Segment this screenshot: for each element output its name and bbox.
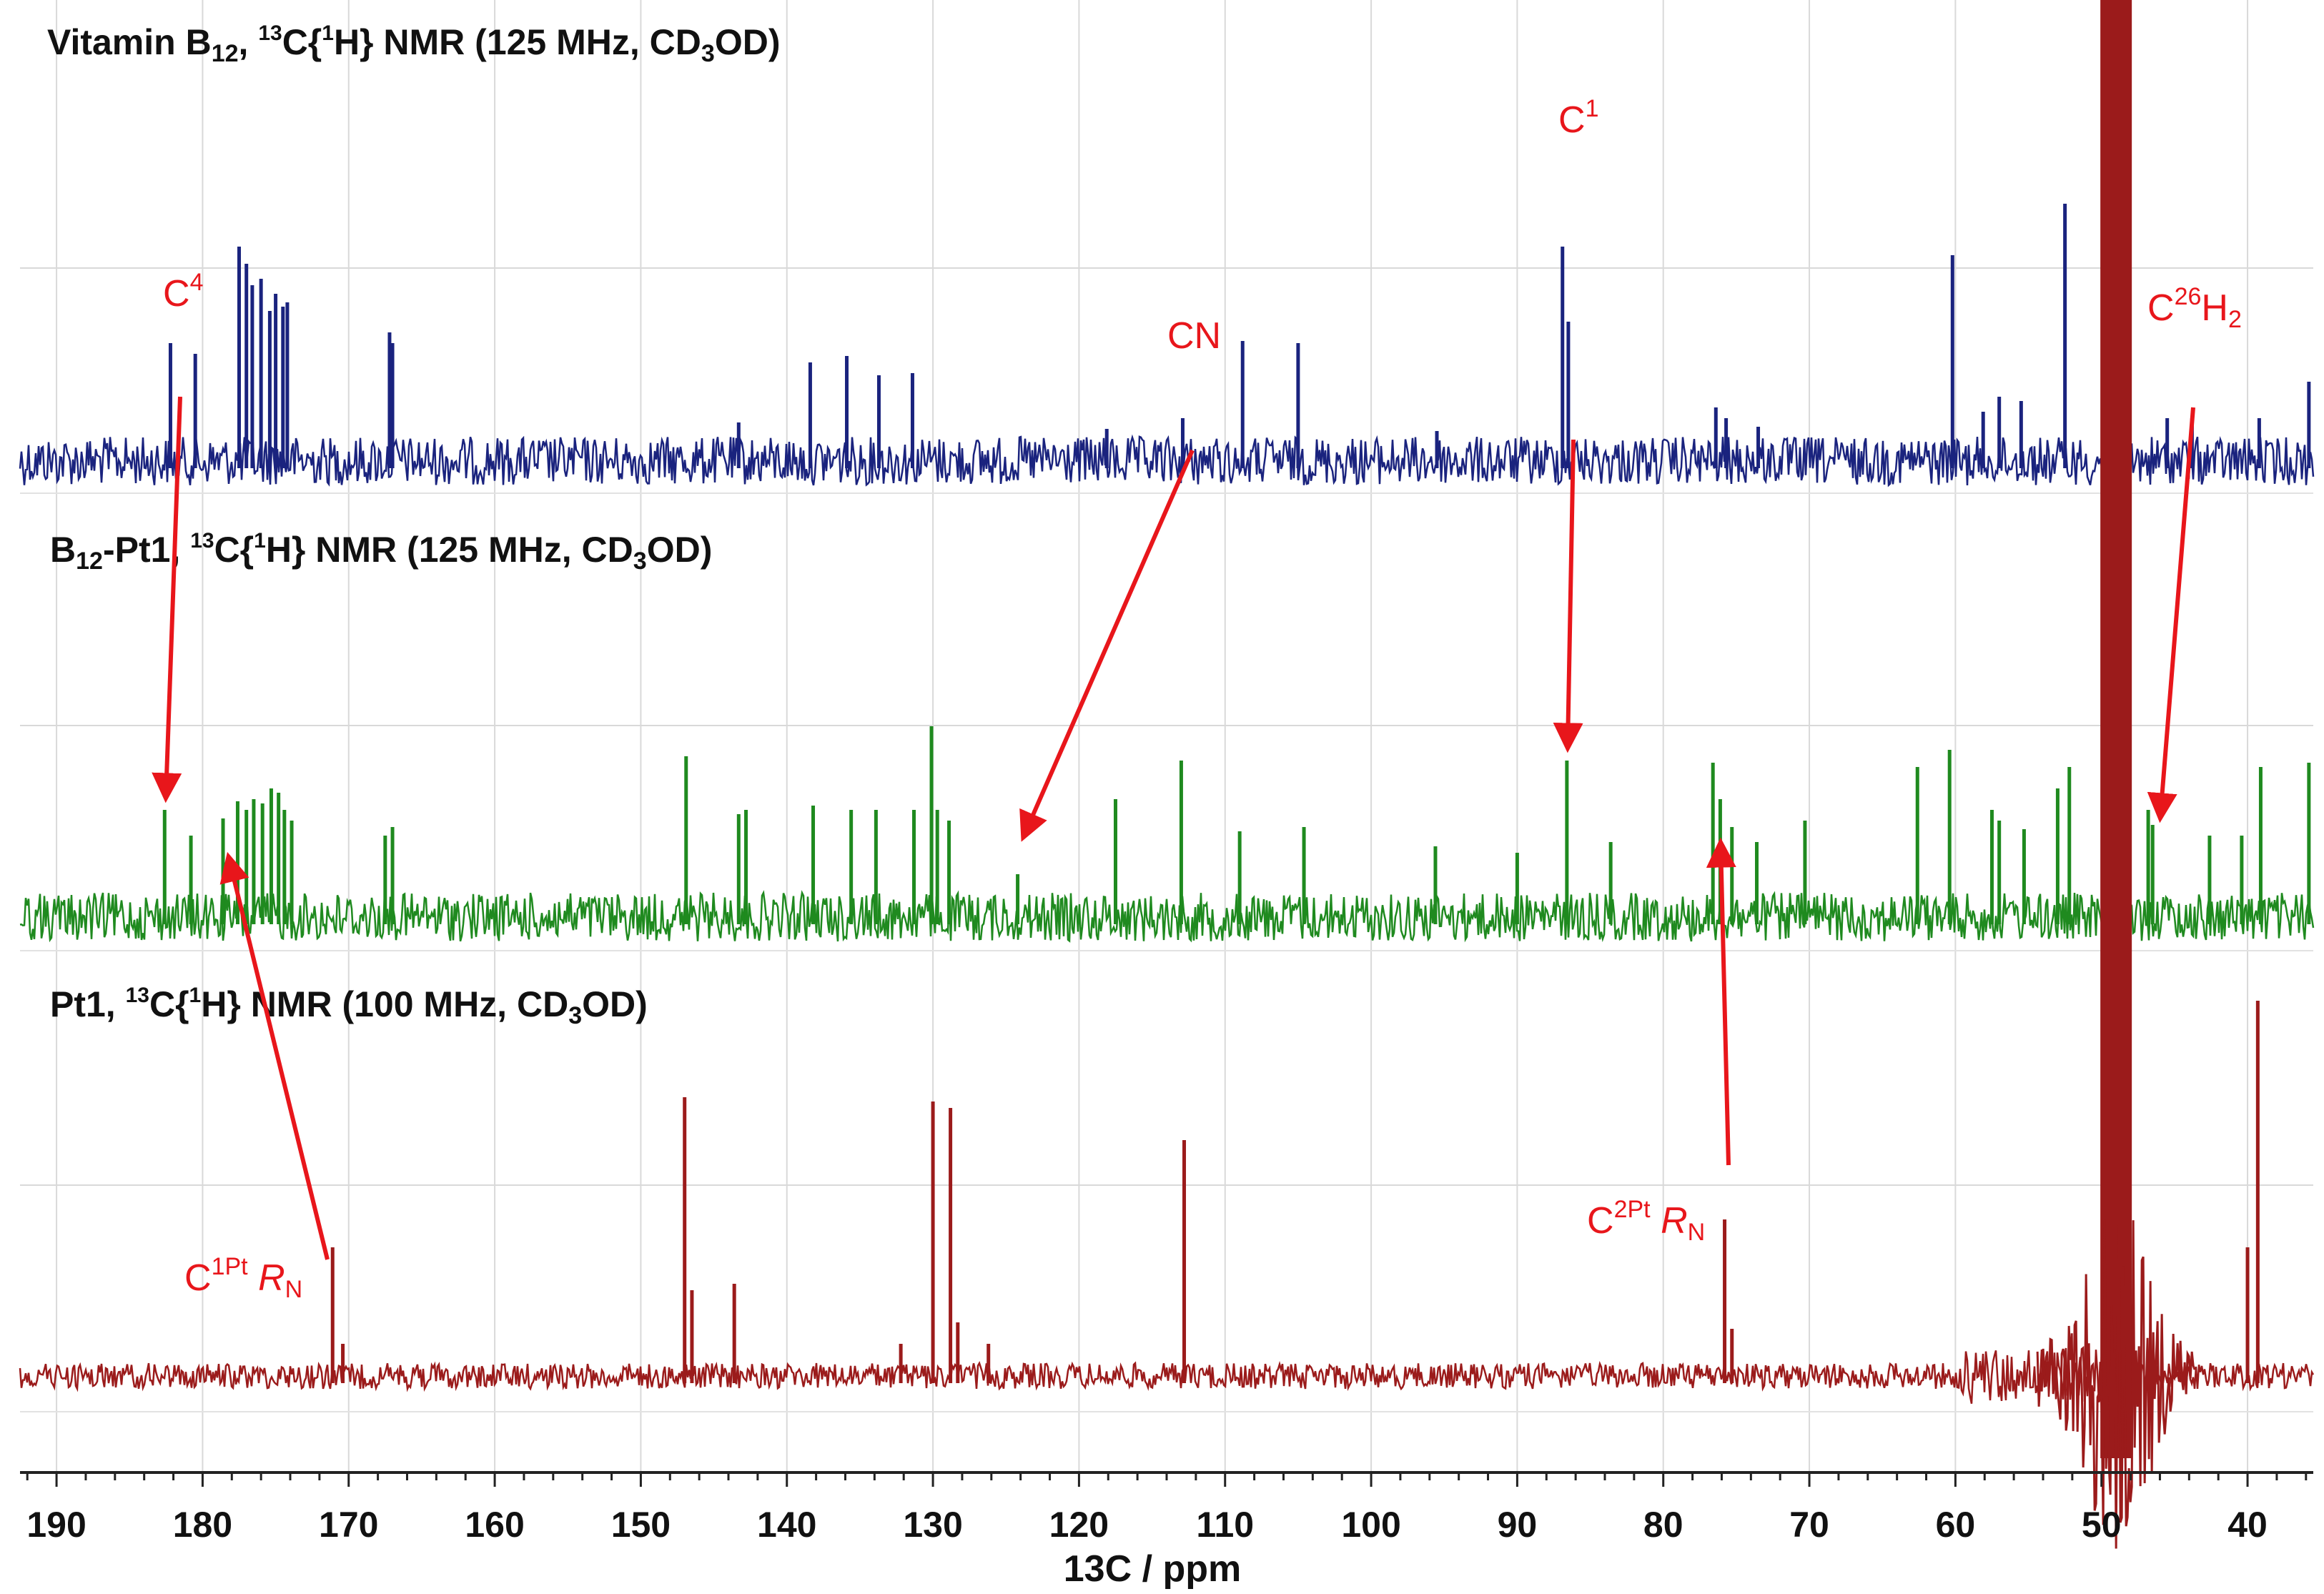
annotation-cn: CN bbox=[1167, 315, 1221, 357]
title-vitamin-b12: Vitamin B12, 13C{1H} NMR (125 MHz, CD3OD… bbox=[47, 21, 780, 67]
spectrum-pt1 bbox=[19, 1001, 2315, 1404]
x-tick-label-4: 150 bbox=[611, 1505, 671, 1545]
spectrum-vitamin-b12 bbox=[19, 204, 2315, 487]
arrow-c2pt bbox=[1706, 837, 1736, 1166]
x-axis-title: 13C / ppm bbox=[1064, 1548, 1242, 1590]
arrow-c26h2 bbox=[2147, 407, 2195, 823]
x-tick-label-12: 70 bbox=[1789, 1505, 1829, 1545]
solvent-ringing bbox=[2036, 1219, 2196, 1549]
x-tick-label-6: 130 bbox=[903, 1505, 962, 1545]
x-tick-label-9: 100 bbox=[1341, 1505, 1400, 1545]
solvent-peak bbox=[2036, 0, 2196, 1549]
x-tick-label-2: 170 bbox=[319, 1505, 378, 1545]
annotation-arrows bbox=[152, 396, 2195, 1260]
annotation-c26h2: C26H2 bbox=[2147, 283, 2242, 333]
annotation-c2pt-rn: C2Pt RN bbox=[1587, 1196, 1705, 1246]
spectrum-b12-pt1-baseline-noise bbox=[19, 890, 2315, 943]
annotation-c1pt-rn: C1Pt RN bbox=[184, 1253, 302, 1303]
spectrum-pt1-baseline-noise bbox=[19, 1346, 2315, 1404]
arrow-c4 bbox=[152, 396, 182, 803]
x-tick-label-14: 50 bbox=[2082, 1505, 2122, 1545]
x-tick-label-3: 160 bbox=[465, 1505, 524, 1545]
arrow-c1pt bbox=[219, 851, 330, 1260]
spectra bbox=[19, 204, 2315, 1404]
x-tick-label-10: 90 bbox=[1498, 1505, 1538, 1545]
arrow-cn bbox=[1019, 449, 1195, 842]
grid-lines bbox=[20, 0, 2313, 1472]
x-tick-label-5: 140 bbox=[757, 1505, 816, 1545]
solvent-peak-column bbox=[2100, 0, 2132, 1458]
title-b12-pt1: B12-Pt1, 13C{1H} NMR (125 MHz, CD3OD) bbox=[50, 529, 712, 575]
spectrum-vitamin-b12-baseline-noise bbox=[19, 434, 2315, 487]
spectrum-b12-pt1 bbox=[19, 726, 2315, 943]
x-tick-label-1: 180 bbox=[173, 1505, 232, 1545]
x-axis: 190 180 170 160 150 140 130 120 110 100 90 80 70 60 50… bbox=[20, 1471, 2313, 1590]
title-pt1: Pt1, 13C{1H} NMR (100 MHz, CD3OD) bbox=[50, 984, 648, 1029]
x-tick-label-11: 80 bbox=[1643, 1505, 1683, 1545]
x-tick-label-8: 110 bbox=[1196, 1505, 1254, 1545]
x-tick-label-15: 40 bbox=[2227, 1505, 2268, 1545]
x-tick-label-0: 190 bbox=[26, 1505, 86, 1545]
x-tick-label-7: 120 bbox=[1049, 1505, 1109, 1545]
annotation-c4: C4 bbox=[163, 269, 203, 315]
arrow-c1 bbox=[1553, 439, 1583, 753]
x-tick-label-13: 60 bbox=[1936, 1505, 1976, 1545]
annotation-c1: C1 bbox=[1558, 95, 1598, 141]
